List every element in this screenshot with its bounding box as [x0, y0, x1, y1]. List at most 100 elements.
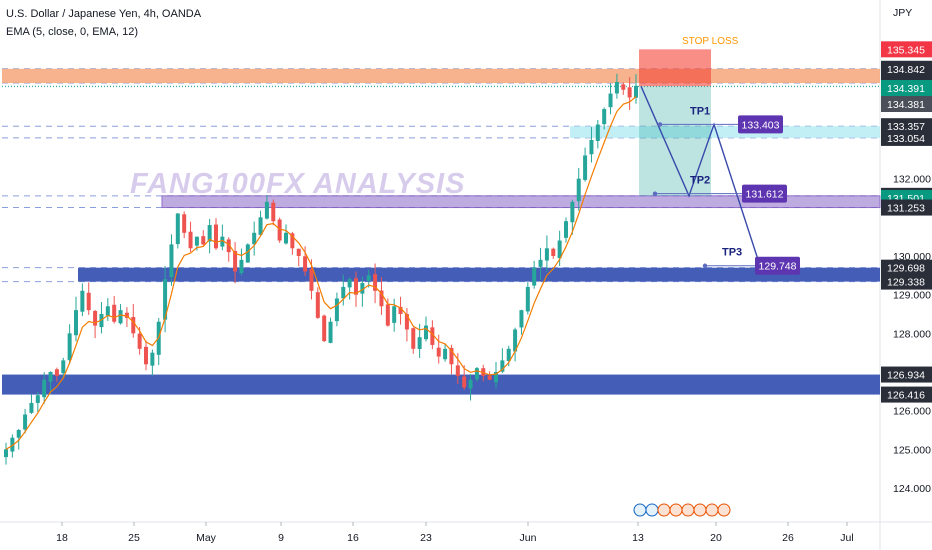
tp1-zone — [570, 126, 880, 138]
support-zone-blue-upper — [78, 267, 880, 282]
economic-event-icon[interactable] — [633, 503, 647, 517]
candle-body — [245, 244, 250, 263]
stop-loss-label: STOP LOSS — [682, 36, 739, 47]
candle-body — [105, 306, 110, 316]
price-axis-label-text: 129.698 — [887, 263, 925, 275]
candle-body — [583, 155, 588, 180]
candle-body — [74, 310, 78, 336]
candle-body — [233, 250, 238, 272]
target-anchor-dot — [657, 122, 663, 127]
support-zone-purple — [161, 195, 881, 209]
candle-body — [23, 414, 28, 430]
candle-body — [379, 290, 384, 307]
candle-body — [627, 87, 632, 98]
candle-body — [424, 325, 428, 340]
target-price-badge[interactable] — [755, 256, 800, 275]
candle-body — [35, 395, 40, 403]
candle-body — [315, 292, 320, 318]
candle-body — [163, 279, 168, 320]
candle-body — [258, 217, 263, 235]
candle-body — [194, 236, 199, 246]
price-axis-label-text: 126.934 — [887, 370, 925, 382]
candle-body — [29, 402, 34, 413]
candle-body — [392, 306, 397, 323]
economic-event-icon[interactable] — [645, 503, 659, 517]
target-name-label: TP3 — [722, 247, 742, 259]
time-axis-label: 16 — [347, 532, 359, 544]
time-axis-label: 20 — [710, 532, 722, 544]
candle-body — [131, 317, 136, 334]
candle-body — [551, 248, 556, 256]
target-name-label: TP1 — [690, 105, 710, 117]
time-axis-label: May — [196, 532, 217, 544]
price-axis-label — [881, 80, 932, 96]
candle-body — [614, 82, 619, 94]
target-price-badge[interactable] — [738, 115, 783, 134]
chart-symbol-title: U.S. Dollar / Japanese Yen, 4h, OANDA — [6, 8, 202, 20]
candle-body — [201, 236, 206, 245]
economic-event-icon[interactable] — [705, 503, 719, 517]
stop-loss-zone — [639, 49, 711, 87]
candle-body — [341, 286, 346, 299]
candle-body — [385, 304, 390, 326]
candle-body — [608, 93, 613, 108]
candle-body — [42, 379, 47, 398]
candle-body — [468, 379, 473, 389]
candle-body — [188, 231, 193, 249]
candle-body — [175, 213, 180, 245]
candle-body — [602, 109, 607, 125]
candle-body — [500, 360, 505, 372]
candle-body — [462, 376, 467, 388]
candle-body — [366, 275, 371, 281]
candle-body — [474, 368, 479, 380]
price-axis-label — [881, 199, 932, 216]
economic-event-icon[interactable] — [717, 503, 731, 517]
candle-body — [220, 236, 225, 247]
candle-body — [144, 346, 148, 365]
candle-body — [354, 278, 358, 295]
candle-body — [86, 292, 91, 311]
target-zone — [639, 86, 711, 196]
ema-line — [5, 96, 637, 450]
economic-event-icon[interactable] — [681, 503, 695, 517]
price-axis-label — [881, 129, 932, 146]
candle-body — [576, 178, 581, 202]
price-axis-label — [881, 366, 932, 383]
candle-body — [118, 310, 123, 324]
candle-body — [303, 256, 308, 272]
time-axis-label: 23 — [420, 532, 432, 544]
price-axis-label — [881, 41, 932, 58]
candle-body — [595, 124, 600, 141]
target-price-badge[interactable] — [742, 184, 787, 203]
candle-body — [264, 201, 269, 219]
candle-body — [277, 219, 282, 241]
economic-event-icon[interactable] — [657, 503, 671, 517]
candle-body — [54, 369, 59, 376]
price-axis-label-text: 134.391 — [887, 83, 925, 95]
candle-body — [4, 449, 8, 458]
candle-body — [252, 232, 257, 245]
candle-body — [124, 312, 129, 318]
candle-body — [10, 437, 15, 452]
economic-event-icon[interactable] — [693, 503, 707, 517]
candle-body — [334, 298, 339, 322]
candle-body — [506, 348, 511, 361]
economic-event-icon[interactable] — [669, 503, 683, 517]
candle-body — [373, 274, 378, 291]
time-axis-label: 9 — [278, 532, 284, 544]
candle-body — [519, 310, 524, 328]
price-axis-tick: 125.000 — [893, 444, 931, 456]
candle-body — [398, 306, 403, 314]
price-axis-label — [881, 60, 932, 77]
price-axis-label-text: 133.054 — [887, 133, 925, 145]
candle-body — [290, 233, 295, 249]
candle-body — [271, 202, 276, 222]
candle-body — [239, 259, 244, 274]
candle-body — [544, 248, 549, 261]
candle-body — [525, 286, 530, 312]
candle-body — [296, 248, 301, 256]
candle-body — [328, 321, 333, 343]
candle-body — [513, 329, 518, 352]
candle-body — [226, 239, 231, 253]
